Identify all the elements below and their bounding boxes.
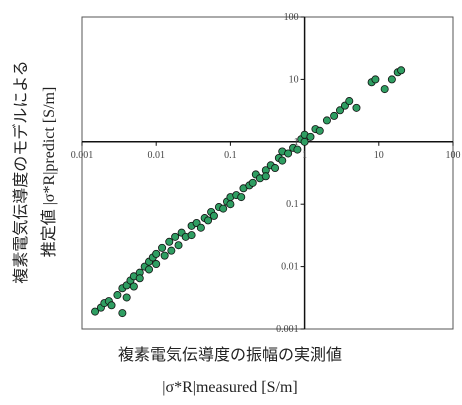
point <box>174 241 183 250</box>
x-tick-label: 1 <box>302 150 307 161</box>
point <box>322 116 331 125</box>
y-tick-label: 0.01 <box>281 262 299 273</box>
point <box>336 106 345 115</box>
point <box>152 260 161 269</box>
point <box>209 211 218 220</box>
point <box>226 200 235 209</box>
point <box>196 223 205 232</box>
point <box>219 204 228 213</box>
point <box>204 216 213 225</box>
x-tick-label: 100 <box>446 150 461 161</box>
point <box>152 249 161 258</box>
point <box>158 243 167 252</box>
point <box>135 274 144 283</box>
point <box>345 97 354 106</box>
x-tick-label: 10 <box>374 150 384 161</box>
point <box>293 145 302 154</box>
x-axis-label: |σ*R|measured [S/m] <box>162 379 297 396</box>
point <box>145 265 154 274</box>
point <box>171 232 180 241</box>
point <box>118 309 127 318</box>
point <box>113 291 122 300</box>
point <box>107 301 116 310</box>
y-tick-label: 0.1 <box>286 199 299 210</box>
point <box>284 149 293 158</box>
point <box>315 126 324 135</box>
point <box>165 237 174 246</box>
point <box>380 85 389 94</box>
point <box>330 111 339 120</box>
x-tick-label: 0.001 <box>71 150 94 161</box>
y-tick-label: 0.001 <box>276 324 299 335</box>
point <box>397 66 406 75</box>
point <box>122 293 131 302</box>
y-axis-label: 複素電気伝導度のモデルによる <box>11 60 30 284</box>
x-axis-label: 複素電気伝導度の振幅の実測値 <box>118 345 342 364</box>
point <box>306 132 315 141</box>
plot-frame <box>81 16 454 330</box>
x-tick-label: 0.01 <box>147 150 165 161</box>
point <box>129 282 138 291</box>
y-tick-label: 100 <box>284 12 299 23</box>
point <box>278 156 287 165</box>
y-tick-label: 1 <box>294 137 299 148</box>
point <box>371 75 380 84</box>
point <box>261 172 270 181</box>
point <box>300 137 309 146</box>
y-tick-label: 10 <box>289 74 299 85</box>
point <box>91 307 100 316</box>
point <box>248 178 257 187</box>
y-axis-label: 推定値 |σ*R|predict [S/m] <box>40 87 58 258</box>
point <box>271 164 280 173</box>
point <box>352 103 361 112</box>
point <box>387 75 396 84</box>
point <box>160 251 169 260</box>
point <box>187 231 196 240</box>
x-tick-label: 0.1 <box>224 150 237 161</box>
point <box>237 193 246 202</box>
point <box>167 246 176 255</box>
